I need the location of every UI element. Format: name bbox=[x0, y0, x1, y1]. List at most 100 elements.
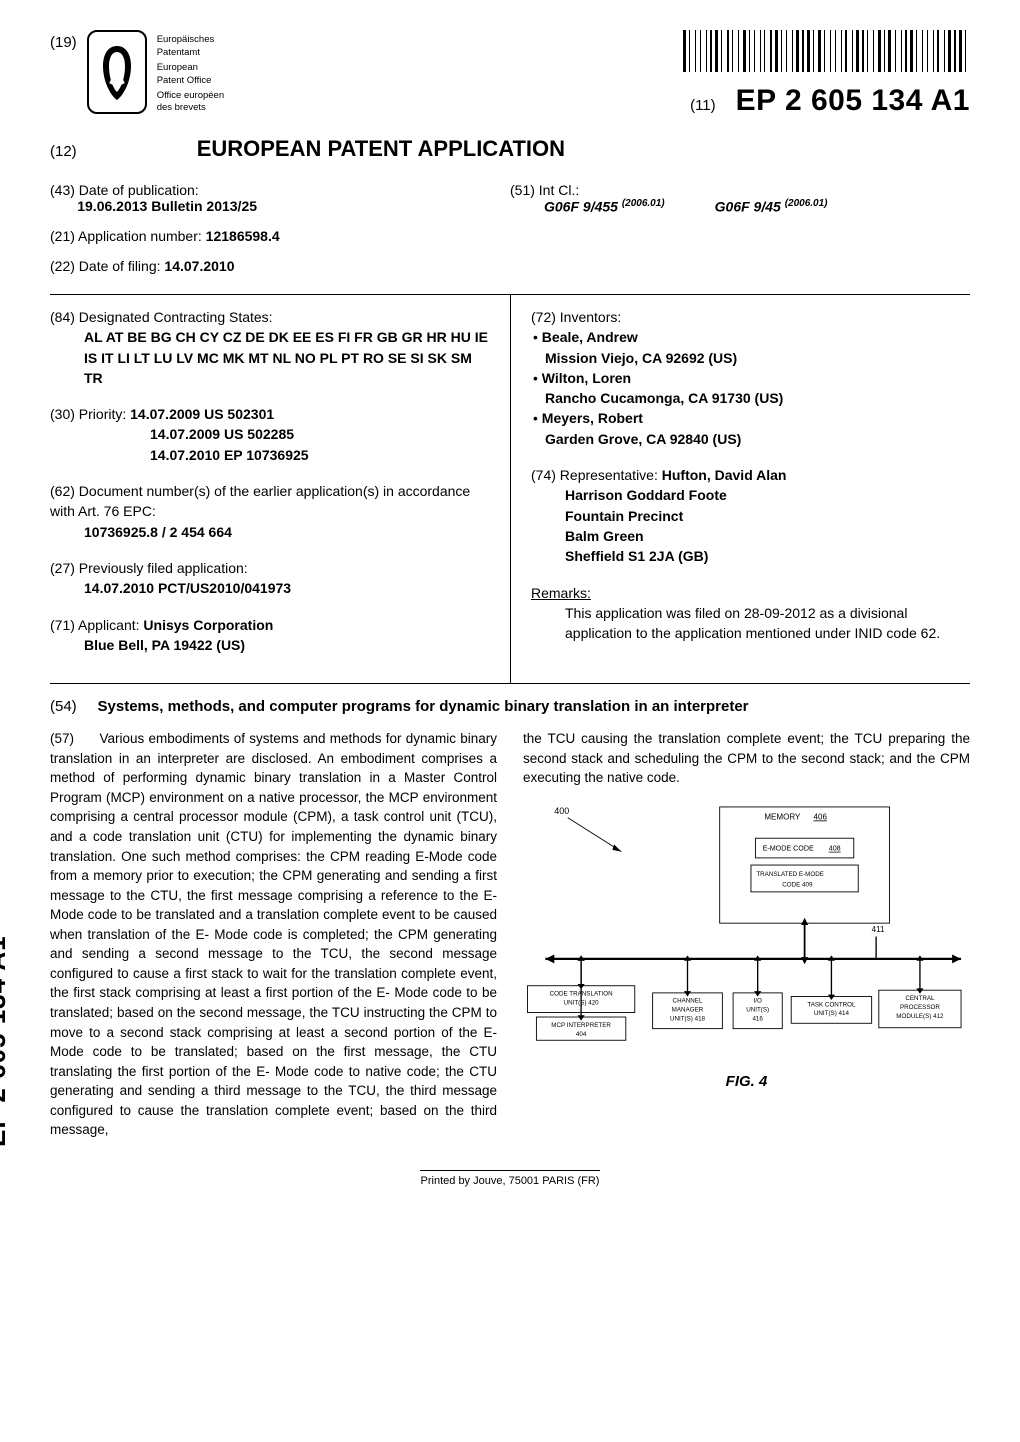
tag-51: (51) bbox=[510, 182, 535, 198]
biblio-right: (72) Inventors: Beale, AndrewMission Vie… bbox=[510, 295, 970, 683]
fig-label-411: 411 bbox=[872, 925, 885, 934]
central-processor-label: CENTRAL bbox=[905, 995, 935, 1002]
header-left: (19) Europäisches Patentamt European Pat… bbox=[50, 30, 224, 115]
office-name-line: Patent Office bbox=[157, 75, 224, 87]
tag-30: (30) bbox=[50, 406, 75, 422]
abstract-col-left: (57) Various embodiments of systems and … bbox=[50, 729, 497, 1140]
applicant-addr: Blue Bell, PA 19422 (US) bbox=[84, 637, 245, 653]
rep-line: Fountain Precinct bbox=[565, 506, 950, 526]
priority-value: 14.07.2010 EP 10736925 bbox=[150, 447, 309, 463]
svg-text:MEMORY: MEMORY bbox=[764, 812, 801, 821]
title-text: Systems, methods, and computer programs … bbox=[98, 698, 749, 715]
inventor-address: Garden Grove, CA 92840 (US) bbox=[545, 429, 950, 449]
biblio-left: (84) Designated Contracting States: AL A… bbox=[50, 295, 510, 683]
meta-filingdate: (22) Date of filing: 14.07.2010 bbox=[50, 258, 510, 274]
meta-upper: (43) Date of publication: 19.06.2013 Bul… bbox=[50, 182, 970, 288]
tag-71: (71) bbox=[50, 617, 75, 633]
header-row: (19) Europäisches Patentamt European Pat… bbox=[50, 30, 970, 118]
channel-manager-label: CHANNEL bbox=[673, 998, 703, 1005]
invention-title: (54) Systems, methods, and computer prog… bbox=[50, 698, 970, 715]
svg-text:CODE 409: CODE 409 bbox=[782, 881, 813, 888]
applicant-name: Unisys Corporation bbox=[143, 617, 273, 633]
inventor-item: Wilton, Loren bbox=[545, 368, 950, 388]
label: Inventors: bbox=[560, 309, 621, 325]
meta-left: (43) Date of publication: 19.06.2013 Bul… bbox=[50, 182, 510, 288]
label: Previously filed application: bbox=[79, 560, 248, 576]
svg-text:TRANSLATED E-MODE: TRANSLATED E-MODE bbox=[756, 871, 824, 878]
tag-54: (54) bbox=[50, 698, 77, 715]
label: Priority: bbox=[79, 406, 126, 422]
office-name-line: Patentamt bbox=[157, 47, 224, 59]
rep-line: Balm Green bbox=[565, 526, 950, 546]
intcl-code: G06F 9/45 (2006.01) bbox=[715, 198, 828, 215]
appnum-value: 12186598.4 bbox=[206, 228, 280, 244]
label: Int Cl.: bbox=[539, 182, 579, 198]
office-name-line: European bbox=[157, 62, 224, 74]
remarks-head: Remarks: bbox=[531, 585, 591, 601]
io-units-label: 416 bbox=[752, 1015, 763, 1022]
tag-27: (27) bbox=[50, 560, 75, 576]
tag-57: (57) bbox=[50, 731, 74, 746]
earlier-application: (62) Document number(s) of the earlier a… bbox=[50, 481, 490, 542]
inventors: (72) Inventors: Beale, AndrewMission Vie… bbox=[531, 307, 950, 449]
tag-84: (84) bbox=[50, 309, 75, 325]
label: Applicant: bbox=[78, 617, 139, 633]
remarks: Remarks: This application was filed on 2… bbox=[531, 583, 950, 644]
channel-manager-label: MANAGER bbox=[672, 1007, 704, 1014]
mcp-interpreter-label: 404 bbox=[576, 1031, 587, 1038]
intcl-code: G06F 9/455 (2006.01) bbox=[544, 198, 665, 215]
meta-appnum: (21) Application number: 12186598.4 bbox=[50, 228, 510, 244]
rep-line: Harrison Goddard Foote bbox=[565, 485, 950, 505]
epo-logo bbox=[87, 30, 147, 114]
office-name-line: Office européen bbox=[157, 90, 224, 102]
barcode bbox=[683, 30, 970, 72]
label: Designated Contracting States: bbox=[79, 309, 273, 325]
tag-21: (21) bbox=[50, 228, 75, 244]
priority-value: 14.07.2009 US 502285 bbox=[150, 426, 294, 442]
abstract-text-2: the TCU causing the translation complete… bbox=[523, 729, 970, 788]
applicant: (71) Applicant: Unisys Corporation Blue … bbox=[50, 615, 490, 656]
task-control-label: TASK CONTROL bbox=[807, 1001, 856, 1008]
representative: (74) Representative: Hufton, David Alan … bbox=[531, 465, 950, 566]
filingdate-value: 14.07.2010 bbox=[164, 258, 234, 274]
footer: Printed by Jouve, 75001 PARIS (FR) bbox=[50, 1170, 970, 1187]
footer-text: Printed by Jouve, 75001 PARIS (FR) bbox=[421, 1175, 600, 1187]
designated-states: (84) Designated Contracting States: AL A… bbox=[50, 307, 490, 388]
remarks-text: This application was filed on 28-09-2012… bbox=[565, 603, 950, 644]
label: Representative: bbox=[560, 467, 658, 483]
rep-line: Hufton, David Alan bbox=[662, 467, 787, 483]
tag-22: (22) bbox=[50, 258, 75, 274]
pubdate-value: 19.06.2013 Bulletin 2013/25 bbox=[77, 198, 257, 214]
priority-value: 14.07.2009 US 502301 bbox=[130, 406, 274, 422]
header-right: (11) EP 2 605 134 A1 bbox=[683, 30, 970, 118]
code-translation-label: CODE TRANSLATION bbox=[550, 990, 613, 997]
tag-12: (12) bbox=[50, 143, 77, 160]
tag-74: (74) bbox=[531, 467, 556, 483]
priority: (30) Priority: 14.07.2009 US 502301 14.0… bbox=[50, 404, 490, 465]
meta-intcl: (51) Int Cl.: G06F 9/455 (2006.01) G06F … bbox=[510, 182, 970, 215]
tag-62: (62) bbox=[50, 483, 75, 499]
label: Application number: bbox=[78, 228, 202, 244]
spine-publication-number: EP 2 605 134 A1 bbox=[0, 935, 12, 1147]
io-units-label: UNIT(S) bbox=[746, 1007, 769, 1014]
office-name-line: Europäisches bbox=[157, 34, 224, 46]
channel-manager-label: UNIT(S) 418 bbox=[670, 1015, 706, 1022]
central-processor-label: MODULE(S) 412 bbox=[896, 1013, 944, 1020]
application-title-row: (12) EUROPEAN PATENT APPLICATION bbox=[50, 136, 970, 162]
earlier-app-value: 10736925.8 / 2 454 664 bbox=[84, 524, 232, 540]
states-value: AL AT BE BG CH CY CZ DE DK EE ES FI FR G… bbox=[84, 327, 490, 388]
inventor-address: Mission Viejo, CA 92692 (US) bbox=[545, 348, 950, 368]
label: Date of publication: bbox=[79, 182, 199, 198]
abstract: (57) Various embodiments of systems and … bbox=[50, 729, 970, 1140]
label: Document number(s) of the earlier applic… bbox=[50, 483, 470, 519]
label: Date of filing: bbox=[79, 258, 161, 274]
code-translation-label: UNIT(S) 420 bbox=[564, 999, 600, 1006]
tag-72: (72) bbox=[531, 309, 556, 325]
inventor-item: Meyers, Robert bbox=[545, 408, 950, 428]
tag-11: (11) bbox=[690, 97, 716, 114]
io-units-label: I/O bbox=[754, 998, 762, 1005]
svg-text:408: 408 bbox=[829, 845, 841, 853]
figure-caption: FIG. 4 bbox=[523, 1071, 970, 1093]
rep-line: Sheffield S1 2JA (GB) bbox=[565, 546, 950, 566]
tag-19: (19) bbox=[50, 34, 77, 51]
